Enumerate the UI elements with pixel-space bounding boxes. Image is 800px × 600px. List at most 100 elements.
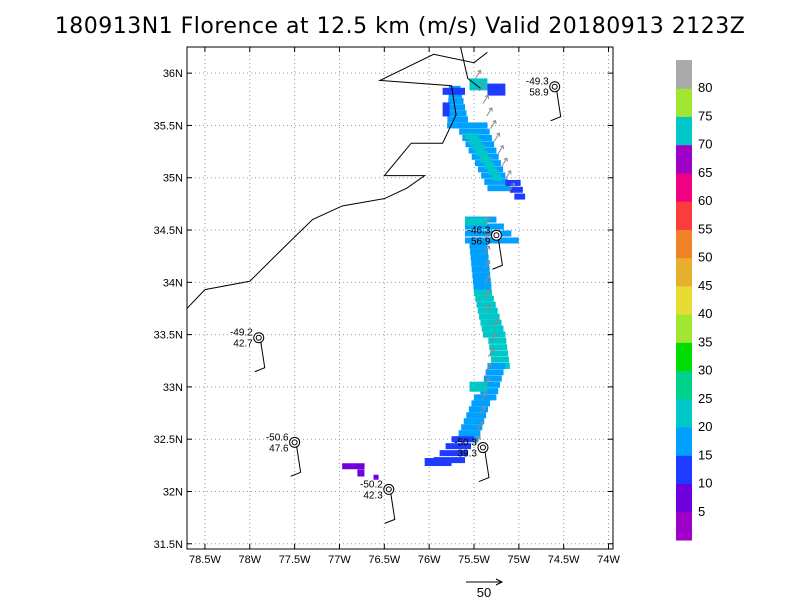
radar-cell <box>468 138 482 145</box>
radar-cell <box>465 237 519 244</box>
x-tick-label: 78.5W <box>189 554 221 566</box>
station-circle <box>549 81 561 93</box>
y-tick-label: 35.5N <box>154 120 183 132</box>
radar-cell <box>466 412 487 419</box>
x-tick-label: 75.5W <box>458 554 490 566</box>
station-circle <box>551 83 558 90</box>
station-circle <box>479 444 486 451</box>
x-tick-label: 75W <box>508 554 531 566</box>
colorbar-label: 5 <box>698 504 705 519</box>
radar-cell <box>476 301 496 308</box>
wind-arrow <box>508 183 515 192</box>
radar-cell <box>459 128 490 135</box>
wind-arrow-head <box>492 119 497 125</box>
colorbar-segment <box>676 144 692 174</box>
colorbar-label: 65 <box>698 165 712 180</box>
colorbar-label: 80 <box>698 80 712 95</box>
radar-cell <box>469 78 488 91</box>
wind-arrow <box>484 275 490 284</box>
x-tick-label: 74W <box>597 554 620 566</box>
wind-arrow-head <box>503 157 508 162</box>
colorbar-segment <box>676 201 692 230</box>
wind-arrow-head <box>484 94 490 100</box>
radar-cell <box>447 104 466 111</box>
radar-cell <box>491 174 501 181</box>
x-tick-label: 77.5W <box>279 554 311 566</box>
radar-cell <box>439 450 469 457</box>
radar-cell <box>451 436 474 443</box>
colorbar-segment <box>676 455 692 485</box>
radar-cell <box>447 116 469 123</box>
radar-cell <box>468 406 489 413</box>
radar-cell <box>469 381 488 392</box>
colorbar-label: 75 <box>698 108 712 123</box>
colorbar-label: 10 <box>698 476 712 491</box>
colorbar-segment <box>676 511 692 541</box>
radar-cell <box>424 458 452 467</box>
radar-cell <box>465 217 488 226</box>
station-value-bottom: 58.9 <box>529 88 549 99</box>
colorbar-segment <box>676 257 692 287</box>
wind-arrow <box>488 348 494 357</box>
radar-cell <box>489 344 508 351</box>
y-tick-label: 33.5N <box>154 330 183 342</box>
wind-arrow-head <box>486 289 491 294</box>
colorbar-label: 45 <box>698 278 712 293</box>
wind-arrow <box>485 362 492 372</box>
y-tick-label: 31.5N <box>154 539 183 551</box>
wind-arrow-head <box>481 82 486 87</box>
y-tick-label: 34.5N <box>154 225 183 237</box>
radar-cell <box>471 260 490 267</box>
colorbar-segment <box>676 116 692 146</box>
colorbar-segment <box>676 370 692 400</box>
radar-cell <box>487 331 506 338</box>
radar-cell <box>357 469 365 477</box>
radar-cell <box>480 319 502 326</box>
colorbar-segment <box>676 229 692 259</box>
station-value-top: -50.3 <box>454 438 477 449</box>
radar-cell <box>488 168 498 175</box>
colorbar-segment <box>676 60 692 89</box>
radar-cell <box>470 248 489 255</box>
radar-cell <box>471 400 491 407</box>
wind-arrow <box>482 95 489 104</box>
wind-arrow-head <box>492 333 497 338</box>
wind-arrow-head <box>485 377 490 382</box>
wind-arrow-head <box>477 69 482 74</box>
coastline-path <box>186 51 488 309</box>
wind-barb <box>478 451 490 483</box>
colorbar-segment <box>676 314 692 343</box>
radar-cell <box>461 424 483 431</box>
wind-arrow <box>484 216 490 226</box>
colorbar-label: 35 <box>698 334 712 349</box>
wind-arrow-head <box>490 347 495 353</box>
wind-arrow-head <box>486 216 491 221</box>
radar-cell <box>480 156 492 163</box>
radar-cell <box>445 443 471 450</box>
colorbar-label: 40 <box>698 306 712 321</box>
station-value-top: -49.3 <box>526 77 549 88</box>
wind-arrow-head <box>488 362 493 367</box>
colorbar-label: 50 <box>698 250 712 265</box>
radar-cell <box>471 266 490 273</box>
wind-barb <box>290 446 302 477</box>
y-tick-label: 32.5N <box>154 434 183 446</box>
station-circle <box>255 334 262 341</box>
colorbar-segment <box>676 285 692 315</box>
colorbar-segment <box>676 342 692 372</box>
radar-cell <box>477 307 498 314</box>
radar-cell <box>487 185 510 192</box>
reference-arrow-head <box>495 578 504 586</box>
radar-cell <box>473 394 492 401</box>
colorbar-label: 20 <box>698 419 712 434</box>
wind-arrow <box>497 145 504 154</box>
radar-cell <box>475 295 494 302</box>
station-circle <box>477 442 489 454</box>
radar-cell <box>491 356 509 363</box>
radar-cell <box>472 272 491 279</box>
station-value-bottom: 56.9 <box>471 236 491 247</box>
wind-arrows <box>474 69 516 445</box>
radar-cell <box>482 381 500 388</box>
wind-arrow <box>484 304 490 313</box>
colorbar-label: 30 <box>698 363 712 378</box>
